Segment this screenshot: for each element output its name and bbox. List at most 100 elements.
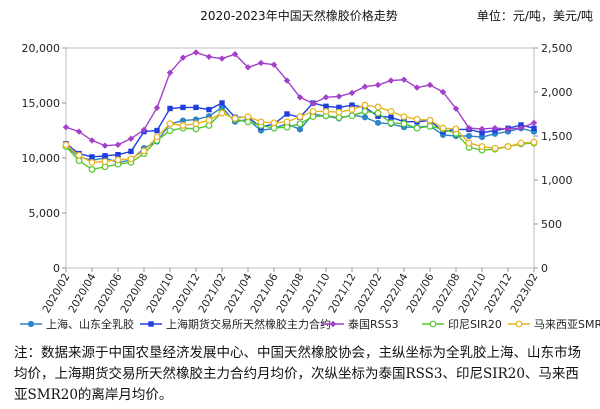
series-4-marker: [426, 116, 434, 124]
right-tick-label: 500: [541, 218, 562, 231]
series-2-marker: [114, 141, 122, 148]
left-tick-label: 20,000: [22, 42, 61, 55]
series-3-marker: [296, 120, 304, 128]
series-4-marker: [88, 158, 96, 166]
right-tick-label: 2,000: [541, 86, 573, 99]
series-1-marker: [219, 100, 225, 106]
footnote: 注：数据来源于中国农垦经济发展中心、中国天然橡胶协会，主纵坐标为全乳胶上海、山东…: [14, 343, 590, 406]
series-1-marker: [323, 103, 329, 109]
left-tick-label: 0: [53, 262, 60, 275]
series-4-marker: [530, 138, 538, 146]
legend-label: 上海、山东全乳胶: [46, 317, 134, 331]
series-2-marker: [166, 69, 174, 76]
series-4-marker: [127, 155, 135, 163]
legend-item: 泰国RSS3: [322, 317, 399, 331]
series-4-marker: [205, 116, 213, 124]
series-1-marker: [128, 148, 134, 155]
right-tick-label: 0: [541, 262, 548, 275]
series-4-marker: [309, 107, 317, 115]
series-4-marker: [387, 107, 395, 115]
series-4-marker: [515, 320, 523, 328]
series-2-marker: [504, 125, 512, 133]
legend-item: 上海期货交易所天然橡胶主力合约: [140, 317, 331, 331]
series-4-marker: [179, 122, 187, 129]
series-4-marker: [361, 101, 369, 109]
series-4-marker: [491, 144, 499, 152]
series-4-marker: [218, 109, 226, 117]
series-4-marker: [374, 103, 382, 111]
series-4-marker: [517, 139, 525, 147]
left-tick-label: 15,000: [22, 97, 61, 110]
series-3-marker: [166, 127, 174, 135]
series-2: [62, 49, 538, 149]
series-4-marker: [166, 120, 174, 128]
series-2-marker: [244, 64, 252, 71]
series-1-marker: [206, 106, 212, 113]
series-4: [62, 101, 538, 166]
series-3-marker: [413, 124, 421, 132]
series-2-marker: [400, 76, 408, 83]
x-axis: 2020/022020/042020/062020/082020/102020/…: [40, 268, 541, 315]
series-2-marker: [257, 59, 265, 67]
series-1-marker: [284, 111, 290, 117]
series-4-marker: [244, 113, 252, 121]
unit-label: 单位：元/吨，美元/吨: [477, 8, 593, 23]
series-1-marker: [154, 127, 160, 134]
series-1-marker: [349, 102, 355, 108]
series-2-marker: [153, 104, 161, 112]
series-4-marker: [296, 113, 304, 121]
series-1-marker: [479, 130, 485, 136]
legend: 上海、山东全乳胶 上海期货交易所天然橡胶主力合约 泰国RSS3 印尼SIR20 马来西亚…: [20, 317, 600, 331]
series-4-marker: [413, 115, 421, 123]
legend-label: 印尼SIR20: [448, 318, 502, 331]
chart-title: 2020-2023年中国天然橡胶价格走势: [200, 8, 397, 23]
left-axis: 0 5,000 10,000 15,000 20,000: [22, 42, 66, 275]
series-layer: [62, 49, 538, 173]
series-2-marker: [322, 94, 330, 101]
legend-item: 印尼SIR20: [422, 318, 502, 331]
series-1-marker: [148, 321, 154, 327]
series-4-marker: [153, 133, 161, 141]
series-2-marker: [329, 320, 337, 328]
series-4-marker: [101, 158, 109, 165]
legend-item: 上海、山东全乳胶: [20, 317, 134, 331]
series-1-marker: [193, 104, 199, 111]
series-2-marker: [335, 93, 343, 100]
series-3-marker: [400, 120, 408, 128]
series-2-marker: [283, 77, 291, 84]
series-0-marker: [27, 320, 35, 328]
series-1-marker: [336, 104, 342, 111]
series-0-marker: [296, 126, 304, 133]
right-tick-label: 1,000: [541, 174, 573, 187]
series-2-marker: [127, 135, 135, 142]
series-2-marker: [231, 50, 239, 58]
series-2-marker: [101, 142, 109, 149]
series-4-marker: [192, 120, 200, 128]
series-4-marker: [231, 114, 239, 122]
legend-label: 马来西亚SMR20: [534, 318, 600, 331]
series-3-marker: [361, 107, 369, 115]
series-2-marker: [348, 89, 356, 97]
series-2-marker: [465, 124, 473, 132]
series-3-marker: [348, 112, 356, 120]
series-2-marker: [88, 137, 96, 144]
series-4-marker: [322, 107, 330, 115]
series-3-marker: [387, 119, 395, 127]
series-2-marker: [270, 61, 278, 68]
series-2-marker: [413, 84, 421, 91]
series-1-marker: [102, 153, 108, 159]
series-0-marker: [374, 119, 382, 126]
series-2-marker: [387, 77, 395, 84]
series-2-marker: [192, 49, 200, 56]
right-tick-label: 2,500: [541, 42, 573, 55]
series-4-marker: [400, 113, 408, 121]
series-2-marker: [374, 81, 382, 89]
legend-item: 马来西亚SMR20: [508, 318, 600, 331]
series-4-marker: [439, 124, 447, 132]
series-4-marker: [62, 141, 70, 149]
series-2-marker: [309, 100, 317, 107]
series-4-marker: [478, 143, 486, 150]
series-2-marker: [205, 53, 213, 60]
series-0-marker: [465, 132, 473, 140]
